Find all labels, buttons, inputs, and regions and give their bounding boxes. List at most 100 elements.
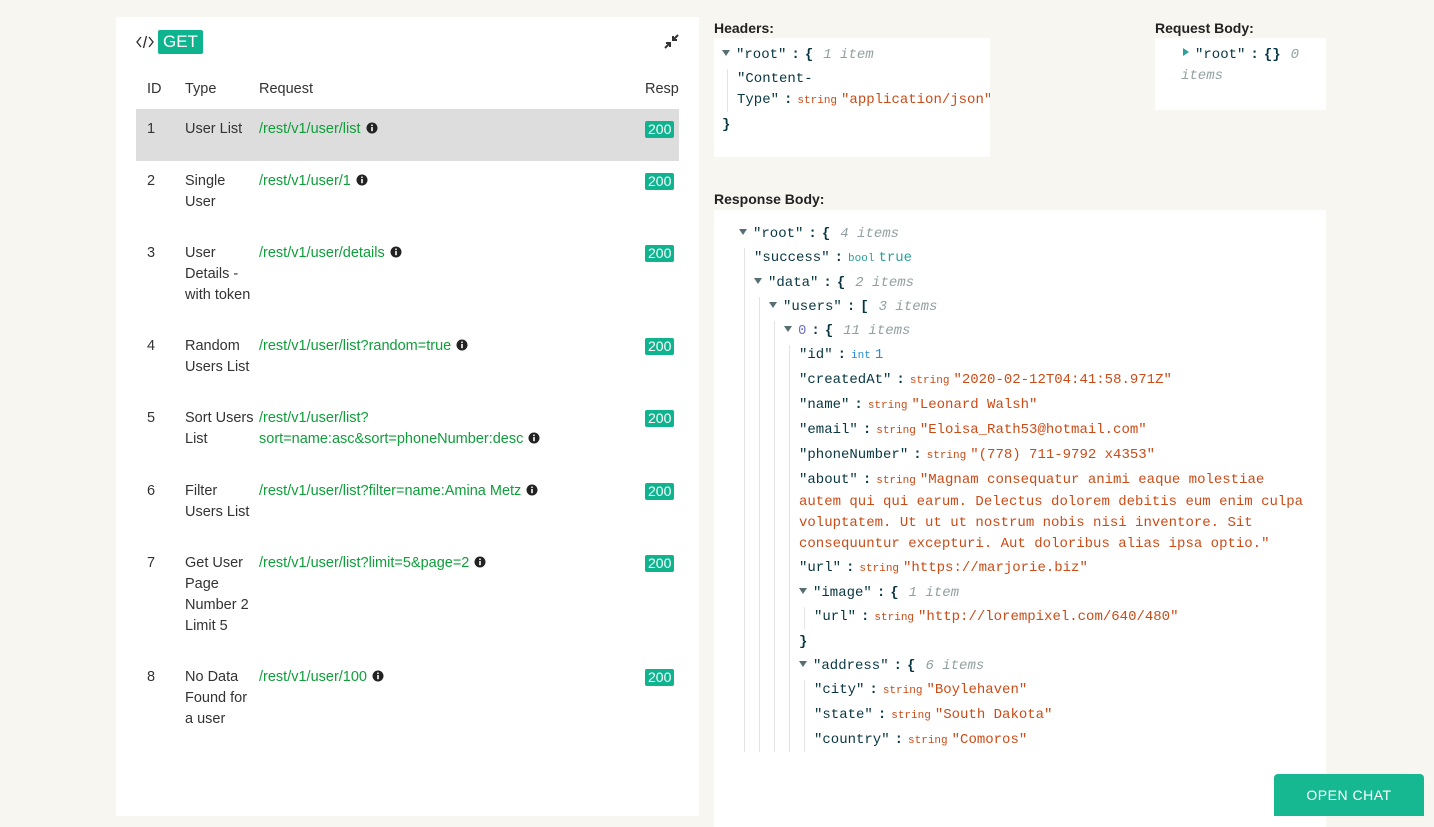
info-icon[interactable] — [474, 554, 486, 575]
json-line: } — [722, 115, 990, 136]
json-line: "root":{4 items — [739, 224, 1306, 245]
json-bracket: { — [821, 226, 831, 242]
toggle-arrow[interactable] — [769, 302, 777, 308]
row-response-cell: 200 — [645, 326, 679, 398]
json-line: "url": string "http://lorempixel.com/640/4… — [814, 607, 1306, 629]
headers-label: Headers: — [714, 20, 774, 36]
row-request-cell: /rest/v1/user/100 — [259, 657, 645, 750]
json-line: "phoneNumber": string "(778) 711-9792 x435… — [799, 445, 1306, 467]
json-separator: : — [846, 299, 856, 315]
request-row[interactable]: 8 No Data Found for a user/rest/v1/user/1… — [136, 657, 679, 750]
value-type: string — [908, 735, 948, 747]
info-icon[interactable] — [356, 172, 368, 193]
json-line: 0:{11 items — [784, 321, 1306, 342]
value-type: string — [909, 375, 950, 387]
json-bracket: { — [907, 658, 916, 674]
row-id: 4 — [147, 338, 156, 354]
request-url: /rest/v1/user/list?random=true — [259, 338, 452, 354]
json-line: "root":{1 item — [722, 45, 990, 66]
request-row[interactable]: 6 Filter Users List/rest/v1/user/list?fil… — [136, 471, 679, 543]
toggle-arrow[interactable] — [754, 278, 762, 284]
json-children: "city": string "Boylehaven" "state": string "… — [804, 680, 1306, 752]
request-row[interactable]: 2 Single User/rest/v1/user/1 200 — [136, 161, 679, 233]
value-type: string — [891, 710, 931, 722]
collapse-button[interactable] — [664, 34, 679, 49]
open-chat-button[interactable]: OPEN CHAT — [1274, 774, 1424, 816]
json-value: "https://marjorie.biz" — [903, 560, 1088, 576]
toggle-arrow[interactable] — [799, 588, 807, 594]
json-line: "email": string "Eloisa_Rath53@hotmail.com… — [799, 420, 1306, 442]
json-separator: : — [861, 609, 870, 625]
json-separator: : — [854, 397, 863, 413]
info-icon[interactable] — [456, 337, 468, 358]
json-line: "image":{1 item — [799, 583, 1306, 604]
row-id: 6 — [147, 483, 156, 499]
json-key: "Content-Type" — [737, 71, 813, 108]
status-badge: 200 — [645, 410, 675, 427]
row-request-cell: /rest/v1/user/list?limit=5&page=2 — [259, 543, 645, 657]
json-bracket: [ — [860, 299, 869, 315]
toggle-arrow[interactable] — [784, 326, 792, 332]
json-key: "root" — [753, 226, 804, 242]
toggle-arrow[interactable] — [1183, 48, 1189, 56]
json-key: "about" — [799, 472, 858, 488]
json-key: "root" — [1195, 47, 1246, 63]
toggle-arrow[interactable] — [799, 661, 807, 667]
json-line: "id": int 1 — [799, 345, 1306, 367]
row-request-cell: /rest/v1/user/list — [259, 109, 645, 161]
row-id: 5 — [147, 410, 156, 426]
json-value: 1 — [874, 347, 884, 363]
row-request-cell: /rest/v1/user/details — [259, 233, 645, 326]
json-value: true — [878, 250, 913, 266]
request-row[interactable]: 4 Random Users List/rest/v1/user/list?ran… — [136, 326, 679, 398]
json-line: "address":{6 items — [799, 656, 1306, 677]
value-type: string — [926, 450, 967, 462]
json-separator: : — [811, 323, 820, 339]
row-id: 7 — [147, 555, 156, 571]
json-line: "root":{} 0 items — [1181, 45, 1326, 87]
json-line: "data":{2 items — [754, 273, 1306, 294]
value-type: bool — [848, 253, 875, 265]
json-line: "Content-Type": string "application/json" — [737, 69, 990, 112]
json-line: "city": string "Boylehaven" — [814, 680, 1306, 702]
json-key: "state" — [814, 707, 873, 723]
row-type: No Data Found for a user — [185, 669, 248, 727]
request-row[interactable]: 5 Sort Users List/rest/v1/user/list?sort=… — [136, 398, 679, 471]
row-response-cell: 200 — [645, 471, 679, 543]
toggle-arrow[interactable] — [722, 50, 730, 56]
row-type: Single User — [185, 173, 226, 210]
json-separator: : — [913, 447, 922, 463]
info-icon[interactable] — [366, 120, 378, 141]
row-response-cell: 200 — [645, 233, 679, 326]
request-url: /rest/v1/user/list?limit=5&page=2 — [259, 555, 470, 571]
request-url: /rest/v1/user/1 — [259, 173, 351, 189]
request-url: /rest/v1/user/details — [259, 245, 385, 261]
request-row[interactable]: 3 User Details - with token/rest/v1/user/… — [136, 233, 679, 326]
json-value: "Eloisa_Rath53@hotmail.com" — [919, 422, 1147, 438]
json-value: "Leonard Walsh" — [911, 397, 1038, 413]
status-badge: 200 — [645, 121, 675, 138]
json-bracket: } — [799, 634, 808, 650]
row-type: Random Users List — [185, 338, 250, 375]
item-count: 3 items — [878, 299, 938, 315]
toggle-arrow[interactable] — [739, 229, 747, 235]
value-type: string — [867, 400, 908, 412]
request-row[interactable]: 7 Get User Page Number 2 Limit 5/rest/v1/… — [136, 543, 679, 657]
info-icon[interactable] — [526, 482, 538, 503]
json-bracket: { — [804, 47, 814, 63]
row-request-cell: /rest/v1/user/1 — [259, 161, 645, 233]
info-icon[interactable] — [390, 244, 402, 265]
row-type: Get User Page Number 2 Limit 5 — [185, 555, 249, 634]
row-response-cell: 200 — [645, 543, 679, 657]
request-row[interactable]: 1 User List/rest/v1/user/list 200 — [136, 109, 679, 161]
info-icon[interactable] — [528, 430, 540, 451]
column-header: Request — [259, 81, 314, 97]
json-key: "url" — [799, 560, 842, 576]
json-value: "Magnam consequatur animi eaque molestia… — [799, 472, 1304, 552]
info-icon[interactable] — [372, 668, 384, 689]
json-separator: : — [823, 275, 832, 291]
request-url: /rest/v1/user/list — [259, 121, 361, 137]
json-separator: : — [869, 682, 878, 698]
